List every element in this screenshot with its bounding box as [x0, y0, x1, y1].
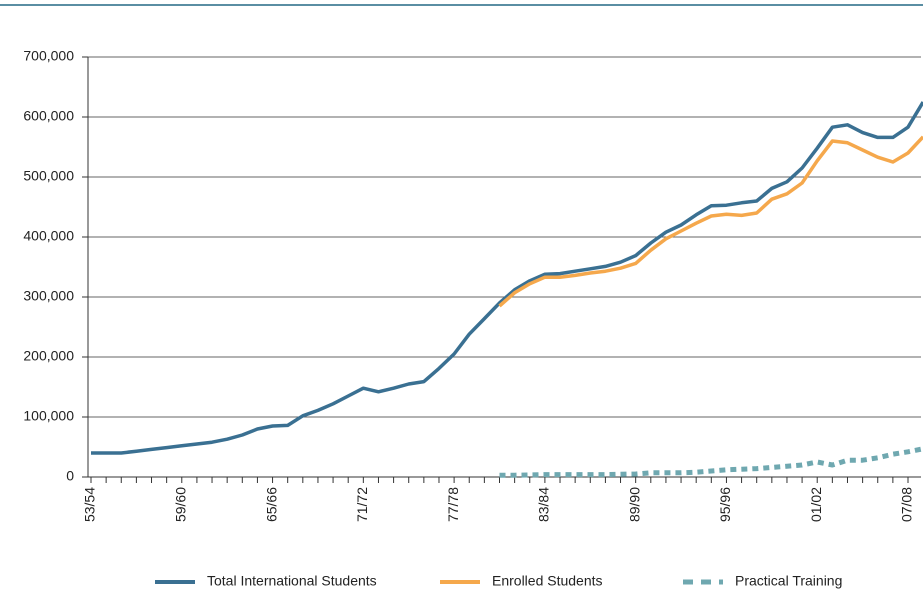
x-tick-label: 01/02 — [808, 487, 824, 522]
legend-label: Enrolled Students — [492, 573, 603, 589]
x-tick-label: 83/84 — [536, 487, 552, 522]
y-tick-label: 200,000 — [23, 348, 74, 364]
x-tick-label: 07/08 — [899, 487, 915, 522]
y-tick-label: 0 — [66, 468, 74, 484]
x-tick-label: 65/66 — [263, 487, 279, 522]
y-tick-label: 100,000 — [23, 408, 74, 424]
y-tick-label: 400,000 — [23, 228, 74, 244]
y-tick-label: 300,000 — [23, 288, 74, 304]
series-line — [499, 446, 923, 478]
x-tick-label: 89/90 — [626, 487, 642, 522]
legend-label: Practical Training — [735, 573, 842, 589]
y-tick-label: 600,000 — [23, 108, 74, 124]
x-tick-label: 53/54 — [82, 487, 98, 522]
legend-label: Total International Students — [207, 573, 377, 589]
x-tick-label: 71/72 — [354, 487, 370, 522]
x-tick-label: 77/78 — [445, 487, 461, 522]
x-tick-label: 59/60 — [172, 487, 188, 522]
x-tick-label: 95/96 — [717, 487, 733, 522]
y-tick-label: 700,000 — [23, 48, 74, 64]
series-line — [91, 101, 923, 455]
y-tick-label: 500,000 — [23, 168, 74, 184]
series-line — [498, 135, 923, 308]
